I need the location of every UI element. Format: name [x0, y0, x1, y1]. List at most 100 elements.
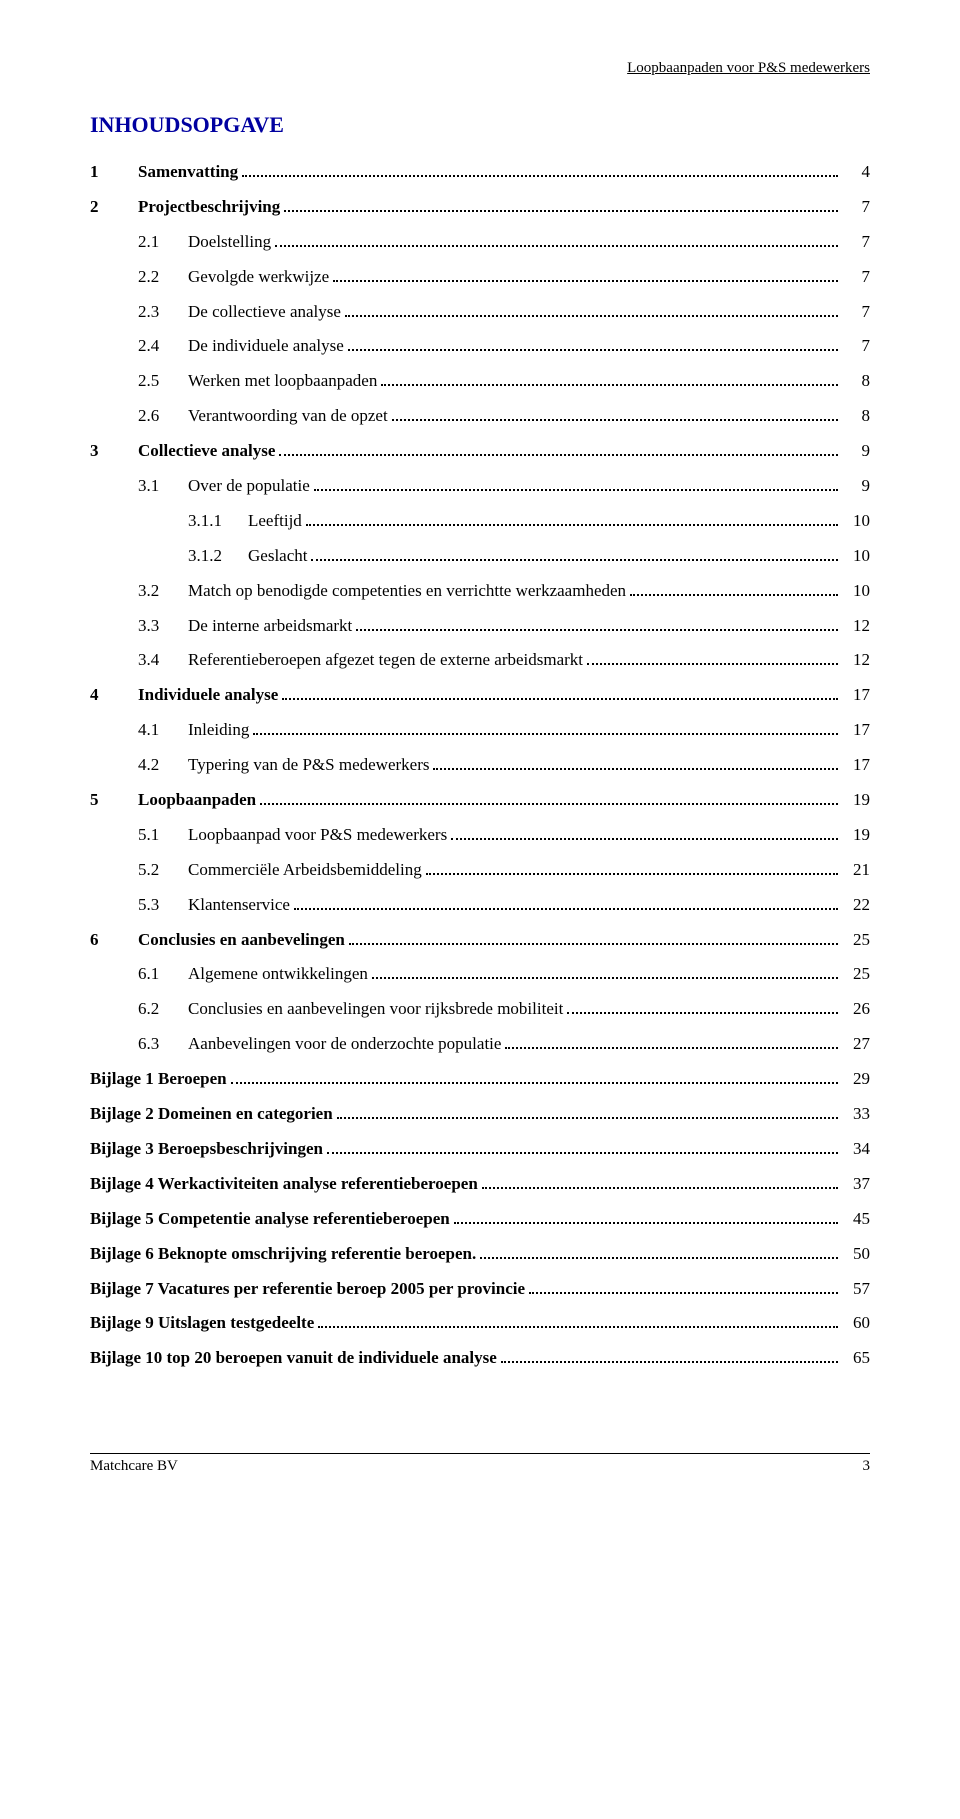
toc-leader [381, 373, 838, 387]
toc-leader [253, 722, 838, 736]
toc-page: 50 [842, 1240, 870, 1269]
toc-leader [306, 512, 838, 526]
toc-row: 4Individuele analyse17 [90, 681, 870, 710]
toc-row: 2.5Werken met loopbaanpaden8 [90, 367, 870, 396]
toc-number: 2.1 [138, 228, 188, 257]
toc-number: 3.1 [138, 472, 188, 501]
toc-number: 5.3 [138, 891, 188, 920]
toc-leader [356, 617, 838, 631]
footer-left: Matchcare BV [90, 1458, 178, 1475]
toc-label: Over de populatie [188, 472, 310, 501]
toc-row: Bijlage 4 Werkactiviteiten analyse refer… [90, 1170, 870, 1199]
toc-page: 7 [842, 332, 870, 361]
toc-row: 3.1.1Leeftijd10 [90, 507, 870, 536]
toc-row: 3.3De interne arbeidsmarkt12 [90, 612, 870, 641]
toc-leader [242, 163, 838, 177]
toc-number: 6.3 [138, 1030, 188, 1059]
toc-page: 65 [842, 1344, 870, 1373]
toc-leader [284, 198, 838, 212]
toc-number: 3.4 [138, 646, 188, 675]
toc-label: De collectieve analyse [188, 298, 341, 327]
toc-leader [327, 1140, 838, 1154]
toc-leader [282, 687, 838, 701]
toc-leader [480, 1245, 838, 1259]
toc-page: 7 [842, 298, 870, 327]
toc-page: 7 [842, 228, 870, 257]
toc-leader [392, 408, 838, 422]
toc-label: Inleiding [188, 716, 249, 745]
toc-row: Bijlage 6 Beknopte omschrijving referent… [90, 1240, 870, 1269]
toc-number: 2.5 [138, 367, 188, 396]
toc-leader [311, 547, 838, 561]
toc-leader [275, 233, 838, 247]
toc-row: 4.1Inleiding17 [90, 716, 870, 745]
toc-leader [454, 1210, 838, 1224]
toc-row: 2.3De collectieve analyse 7 [90, 298, 870, 327]
toc-row: 2.6Verantwoording van de opzet 8 [90, 402, 870, 431]
toc-row: 3.1Over de populatie 9 [90, 472, 870, 501]
toc-label: Samenvatting [138, 158, 238, 187]
toc-page: 10 [842, 507, 870, 536]
toc-page: 60 [842, 1309, 870, 1338]
toc-row: 3.2Match op benodigde competenties en ve… [90, 577, 870, 606]
toc-leader [501, 1350, 838, 1364]
toc-label: Projectbeschrijving [138, 193, 280, 222]
toc-leader [529, 1280, 838, 1294]
toc-leader [433, 757, 838, 771]
toc-page: 12 [842, 646, 870, 675]
toc-label: Verantwoording van de opzet [188, 402, 388, 431]
toc-row: 3.4Referentieberoepen afgezet tegen de e… [90, 646, 870, 675]
toc-label: Commerciële Arbeidsbemiddeling [188, 856, 422, 885]
toc-label: Loopbaanpaden [138, 786, 256, 815]
toc-leader [279, 443, 838, 457]
toc-row: 5.1Loopbaanpad voor P&S medewerkers19 [90, 821, 870, 850]
toc-label: Gevolgde werkwijze [188, 263, 329, 292]
toc-row: Bijlage 7 Vacatures per referentie beroe… [90, 1275, 870, 1304]
toc-number: 1 [90, 158, 138, 187]
toc-row: 5.3Klantenservice 22 [90, 891, 870, 920]
toc-label: Referentieberoepen afgezet tegen de exte… [188, 646, 583, 675]
toc-label: De interne arbeidsmarkt [188, 612, 352, 641]
toc-row: Bijlage 3 Beroepsbeschrijvingen34 [90, 1135, 870, 1164]
toc-leader [587, 652, 838, 666]
toc-page: 19 [842, 786, 870, 815]
toc-label: Bijlage 7 Vacatures per referentie beroe… [90, 1275, 525, 1304]
toc-label: Algemene ontwikkelingen [188, 960, 368, 989]
toc-page: 12 [842, 612, 870, 641]
toc-number: 2.6 [138, 402, 188, 431]
toc-page: 9 [842, 472, 870, 501]
footer-page-number: 3 [863, 1458, 871, 1475]
toc-label: Bijlage 5 Competentie analyse referentie… [90, 1205, 450, 1234]
toc-row: 2Projectbeschrijving7 [90, 193, 870, 222]
toc-page: 8 [842, 402, 870, 431]
toc-number: 4.1 [138, 716, 188, 745]
toc-number: 5.2 [138, 856, 188, 885]
toc-number: 2 [90, 193, 138, 222]
toc-label: Klantenservice [188, 891, 290, 920]
toc-page: 10 [842, 577, 870, 606]
toc-label: Bijlage 1 Beroepen [90, 1065, 227, 1094]
toc-row: 4.2Typering van de P&S medewerkers17 [90, 751, 870, 780]
toc-number: 2.3 [138, 298, 188, 327]
toc-number: 5.1 [138, 821, 188, 850]
toc-page: 8 [842, 367, 870, 396]
toc-label: Geslacht [248, 542, 307, 571]
toc-leader [294, 896, 838, 910]
toc-label: Bijlage 2 Domeinen en categorien [90, 1100, 333, 1129]
toc-page: 22 [842, 891, 870, 920]
toc-leader [318, 1315, 838, 1329]
toc-row: 6.3Aanbevelingen voor de onderzochte pop… [90, 1030, 870, 1059]
toc-page: 37 [842, 1170, 870, 1199]
toc-number: 6 [90, 926, 138, 955]
toc-label: Bijlage 9 Uitslagen testgedeelte [90, 1309, 314, 1338]
toc-label: Match op benodigde competenties en verri… [188, 577, 626, 606]
toc-label: Leeftijd [248, 507, 302, 536]
table-of-contents: 1Samenvatting42Projectbeschrijving72.1Do… [90, 158, 870, 1373]
toc-page: 29 [842, 1065, 870, 1094]
toc-page: 45 [842, 1205, 870, 1234]
footer-rule [90, 1453, 870, 1454]
toc-label: De individuele analyse [188, 332, 344, 361]
toc-page: 10 [842, 542, 870, 571]
toc-leader [372, 966, 838, 980]
toc-row: 3Collectieve analyse9 [90, 437, 870, 466]
